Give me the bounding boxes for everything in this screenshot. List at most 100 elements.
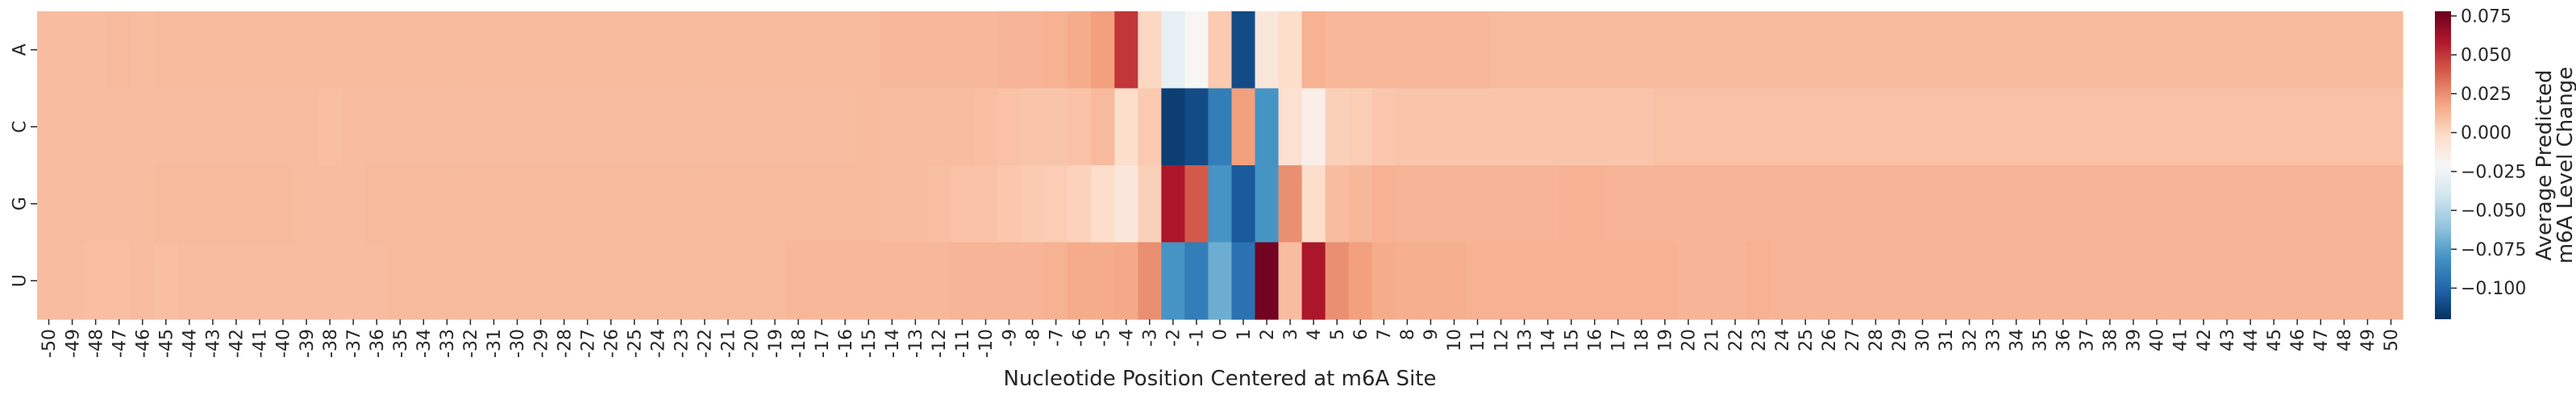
heatmap-cell bbox=[107, 242, 131, 320]
heatmap-cell bbox=[1231, 165, 1256, 243]
heatmap-cell bbox=[1910, 242, 1935, 320]
heatmap-cell bbox=[903, 88, 928, 166]
heatmap-cell bbox=[2285, 11, 2310, 89]
heatmap-cell bbox=[1138, 11, 1162, 89]
heatmap-cell bbox=[1091, 11, 1115, 89]
heatmap-cell bbox=[1723, 88, 1748, 166]
x-tick-label: -11 bbox=[953, 329, 973, 358]
x-tick-label: 1 bbox=[1234, 329, 1255, 340]
heatmap-cell bbox=[2075, 242, 2099, 320]
x-tick-label: 37 bbox=[2078, 329, 2098, 351]
heatmap-cell bbox=[177, 242, 202, 320]
heatmap-cell bbox=[1653, 88, 1678, 166]
heatmap-cell bbox=[646, 242, 670, 320]
heatmap-cell bbox=[411, 88, 436, 166]
heatmap-cell bbox=[1114, 11, 1138, 89]
heatmap-cell bbox=[1138, 88, 1162, 166]
x-tick-label: 10 bbox=[1445, 329, 1465, 351]
colorbar-tick-label: −0.075 bbox=[2461, 240, 2526, 260]
x-tick-label: 33 bbox=[1983, 329, 2004, 351]
heatmap-cell bbox=[1653, 11, 1678, 89]
heatmap-cell bbox=[2191, 11, 2216, 89]
heatmap-cell bbox=[1629, 165, 1654, 243]
heatmap-cell bbox=[154, 165, 178, 243]
heatmap-cell bbox=[1371, 11, 1396, 89]
heatmap-cell bbox=[669, 11, 693, 89]
heatmap-cell bbox=[318, 242, 343, 320]
x-tick-label: -36 bbox=[368, 329, 388, 358]
heatmap-cell bbox=[37, 88, 61, 166]
heatmap-cell bbox=[1770, 165, 1795, 243]
heatmap-cell bbox=[37, 11, 61, 89]
heatmap-cell bbox=[903, 11, 928, 89]
heatmap-cell bbox=[60, 165, 85, 243]
heatmap-cell bbox=[271, 242, 296, 320]
x-tick-label: 36 bbox=[2054, 329, 2074, 351]
x-tick-label: 26 bbox=[1820, 329, 1840, 351]
heatmap-cell bbox=[1793, 242, 1818, 320]
heatmap-cell bbox=[1044, 11, 1068, 89]
heatmap-cell bbox=[1746, 88, 1771, 166]
heatmap-cell bbox=[2262, 88, 2287, 166]
x-tick-label: -30 bbox=[508, 329, 528, 358]
heatmap-cell bbox=[248, 165, 273, 243]
x-tick-label: -38 bbox=[321, 329, 341, 358]
heatmap-cell bbox=[224, 165, 249, 243]
heatmap-cell bbox=[131, 165, 155, 243]
heatmap-cell bbox=[552, 88, 576, 166]
heatmap-cell bbox=[2168, 11, 2193, 89]
heatmap-cell bbox=[481, 165, 506, 243]
x-tick-label: -3 bbox=[1141, 329, 1161, 347]
heatmap-cell bbox=[224, 242, 249, 320]
x-tick-label: 22 bbox=[1726, 329, 1746, 351]
heatmap-cell bbox=[1184, 165, 1209, 243]
row-label-U: U bbox=[10, 274, 31, 287]
heatmap-cell bbox=[1348, 11, 1373, 89]
heatmap-cell bbox=[224, 88, 249, 166]
heatmap-cell bbox=[481, 11, 506, 89]
heatmap-cell bbox=[481, 242, 506, 320]
heatmap-cell bbox=[1489, 11, 1513, 89]
heatmap-cell bbox=[880, 88, 905, 166]
heatmap-cell bbox=[1513, 242, 1537, 320]
heatmap-cell bbox=[1863, 242, 1888, 320]
heatmap-cell bbox=[294, 88, 319, 166]
heatmap-cell bbox=[1021, 11, 1045, 89]
heatmap-cell bbox=[2238, 165, 2263, 243]
heatmap-cell bbox=[1700, 11, 1725, 89]
heatmap-cell bbox=[1746, 242, 1771, 320]
heatmap-cell bbox=[1278, 242, 1303, 320]
heatmap-cell bbox=[763, 242, 788, 320]
heatmap-cell bbox=[388, 242, 413, 320]
heatmap-cell bbox=[1676, 242, 1701, 320]
heatmap-cell bbox=[201, 242, 225, 320]
x-tick-label: 24 bbox=[1773, 329, 1793, 351]
heatmap-cell bbox=[1184, 11, 1209, 89]
heatmap-cell bbox=[926, 11, 951, 89]
heatmap-cell bbox=[1840, 88, 1865, 166]
x-tick-label: -41 bbox=[251, 329, 271, 358]
heatmap-cell bbox=[1746, 165, 1771, 243]
heatmap-cell bbox=[1981, 88, 2005, 166]
heatmap-cell bbox=[552, 242, 576, 320]
heatmap-cell bbox=[84, 242, 108, 320]
heatmap-cell bbox=[1934, 165, 1958, 243]
x-tick-label: -46 bbox=[133, 329, 153, 358]
heatmap-cell bbox=[1770, 88, 1795, 166]
x-tick-label: -43 bbox=[204, 329, 224, 358]
heatmap-cell bbox=[856, 165, 881, 243]
heatmap-cell bbox=[1208, 88, 1233, 166]
heatmap-cell bbox=[1934, 11, 1958, 89]
heatmap-cell bbox=[763, 88, 788, 166]
heatmap-cell bbox=[2004, 165, 2029, 243]
heatmap-cell bbox=[763, 11, 788, 89]
heatmap-cell bbox=[1231, 242, 1256, 320]
x-tick-label: -32 bbox=[461, 329, 481, 358]
x-tick-label: 50 bbox=[2382, 329, 2402, 351]
heatmap-cell bbox=[1887, 165, 1912, 243]
heatmap-cell bbox=[505, 88, 530, 166]
heatmap-cell bbox=[177, 165, 202, 243]
heatmap-cell bbox=[1231, 88, 1256, 166]
heatmap-cell bbox=[1793, 88, 1818, 166]
